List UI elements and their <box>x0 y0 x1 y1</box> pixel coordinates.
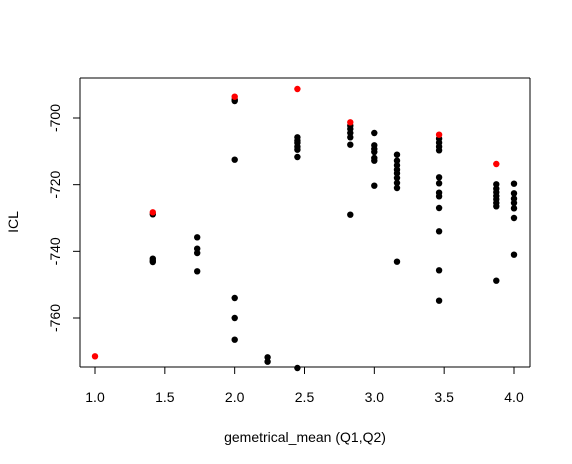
black-point <box>493 277 500 284</box>
black-point <box>393 151 401 158</box>
black-point <box>231 294 238 302</box>
black-point <box>510 180 518 187</box>
y-tick-label: -740 <box>47 237 63 265</box>
x-tick-label: 3.5 <box>434 389 454 405</box>
black-point <box>194 234 201 241</box>
black-point <box>264 354 271 361</box>
red-point <box>91 353 99 360</box>
y-tick-label: -760 <box>47 304 63 332</box>
x-tick-label: 4.0 <box>504 389 524 405</box>
black-point <box>393 179 401 187</box>
y-axis-title: ICL <box>5 211 21 233</box>
black-point <box>294 153 301 161</box>
y-axis-ticks: -760 -740 -720 -700 <box>47 104 80 332</box>
black-point <box>231 336 238 343</box>
black-point <box>393 174 401 182</box>
y-tick-label: -700 <box>47 104 63 132</box>
black-point <box>231 314 238 322</box>
black-point <box>393 184 401 192</box>
black-point <box>435 228 443 235</box>
x-axis-ticks: 1.0 1.5 2.0 2.5 3.0 3.5 4.0 <box>85 367 524 405</box>
black-points-series <box>149 96 518 372</box>
black-point <box>231 156 238 163</box>
y-tick-label: -720 <box>47 170 63 198</box>
black-point <box>510 251 518 258</box>
black-point <box>393 258 401 265</box>
black-point <box>371 148 378 156</box>
red-point <box>149 209 156 216</box>
black-point <box>435 297 443 304</box>
black-point <box>294 146 301 153</box>
x-tick-label: 2.0 <box>225 389 245 405</box>
black-point <box>435 174 443 181</box>
black-point <box>347 211 354 218</box>
red-points-series <box>91 85 500 360</box>
red-point <box>435 131 443 138</box>
black-point <box>435 204 443 212</box>
black-point <box>510 199 518 207</box>
x-tick-label: 1.0 <box>85 389 105 405</box>
red-point <box>231 93 238 100</box>
black-point <box>194 268 201 275</box>
black-point <box>194 249 201 257</box>
black-point <box>510 214 518 222</box>
black-point <box>435 193 443 200</box>
black-point <box>510 190 518 197</box>
black-point <box>264 358 271 365</box>
black-point <box>294 364 301 372</box>
black-point <box>347 134 354 141</box>
x-axis-title: gemetrical_mean (Q1,Q2) <box>224 429 386 445</box>
red-point <box>294 85 301 93</box>
x-tick-label: 2.5 <box>295 389 315 405</box>
black-point <box>371 182 378 189</box>
black-point <box>393 162 401 169</box>
x-tick-label: 3.0 <box>365 389 385 405</box>
red-point <box>493 160 500 168</box>
black-point <box>149 258 156 266</box>
black-point <box>371 129 378 137</box>
black-point <box>435 147 443 154</box>
x-tick-label: 1.5 <box>155 389 175 405</box>
black-point <box>435 267 443 274</box>
black-point <box>371 157 378 164</box>
black-point <box>347 141 354 148</box>
black-point <box>393 170 401 177</box>
black-point <box>510 205 518 212</box>
black-point <box>493 181 500 188</box>
black-point <box>435 180 443 187</box>
red-point <box>347 119 354 126</box>
black-point <box>393 157 401 164</box>
black-point <box>493 203 500 210</box>
